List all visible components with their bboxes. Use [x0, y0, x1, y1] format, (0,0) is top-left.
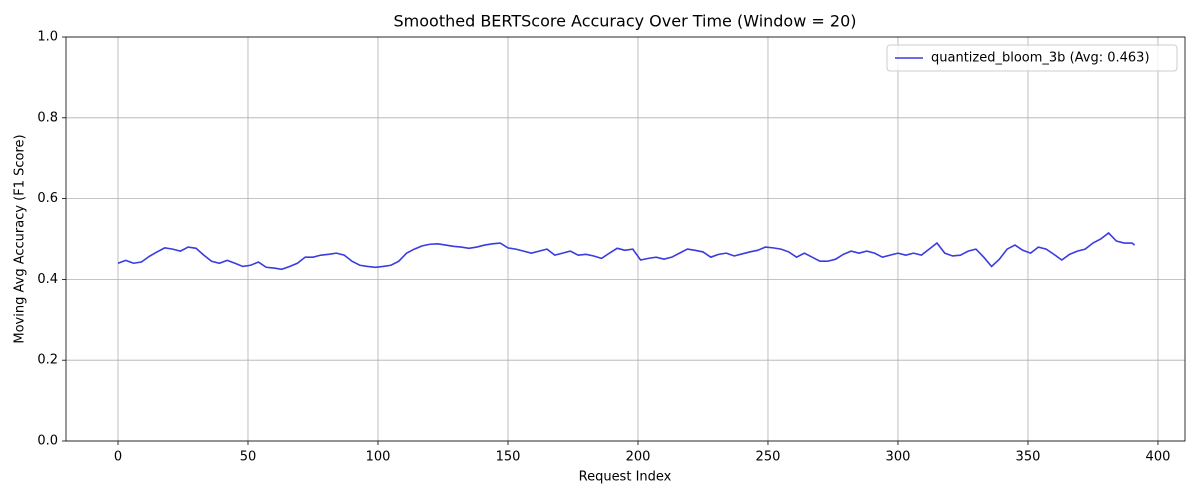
x-tick-label: 50 [240, 450, 257, 465]
legend-box [886, 44, 1178, 72]
legend: quantized_bloom_3b (Avg: 0.463) [886, 44, 1178, 72]
chart-title: Smoothed BERTScore Accuracy Over Time (W… [394, 12, 857, 31]
plot-frame [65, 36, 1186, 442]
y-tick-label: 0.2 [37, 353, 58, 368]
y-tick-label: 0.8 [37, 110, 58, 125]
y-axis-label: Moving Avg Accuracy (F1 Score) [13, 134, 28, 343]
y-tick-label: 0.4 [37, 272, 58, 287]
y-tick-label: 0.0 [37, 434, 58, 449]
x-tick-label: 250 [756, 450, 781, 465]
x-axis-label: Request Index [579, 470, 672, 485]
x-tick-label: 300 [886, 450, 911, 465]
x-tick-label: 400 [1146, 450, 1171, 465]
x-tick-label: 0 [114, 450, 122, 465]
y-tick-label: 1.0 [37, 30, 58, 45]
legend-label: quantized_bloom_3b (Avg: 0.463) [931, 51, 1150, 66]
x-tick-label: 100 [366, 450, 391, 465]
x-tick-label: 350 [1016, 450, 1041, 465]
data-line [117, 231, 1136, 271]
y-tick-label: 0.6 [37, 191, 58, 206]
x-tick-label: 150 [496, 450, 521, 465]
x-tick-label: 200 [626, 450, 651, 465]
